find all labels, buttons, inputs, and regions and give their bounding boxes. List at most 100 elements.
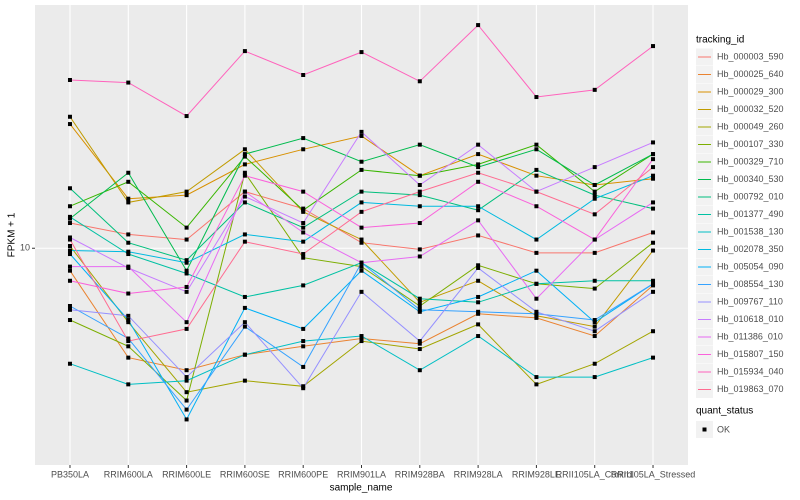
point [592,193,597,198]
x-tick-label: RRIM928LE [512,469,561,479]
point [67,114,72,119]
point [126,240,131,245]
point [534,142,539,147]
point [184,258,189,263]
point [242,147,247,152]
point [301,147,306,152]
point [359,159,364,164]
legend-label: Hb_010618_010 [717,314,784,324]
point [592,318,597,323]
point [476,294,481,299]
point [417,254,422,259]
point [592,196,597,201]
point [359,260,364,265]
legend-label: Hb_002078_350 [717,244,784,254]
legend-label: Hb_008554_130 [717,279,784,289]
point [242,173,247,178]
point [126,382,131,387]
legend-label: Hb_005054_090 [717,261,784,271]
legend-label: Hb_015934_040 [717,366,784,376]
point [126,344,131,349]
point [359,133,364,138]
point [651,240,656,245]
point [301,72,306,77]
point [359,237,364,242]
x-tick-label: RRII105LA_Control [556,469,634,479]
point [417,221,422,226]
point [534,95,539,100]
point [126,80,131,85]
point [592,212,597,217]
point [359,200,364,205]
point [359,225,364,230]
point [417,307,422,312]
point [242,305,247,310]
x-tick-label: RRIM901LA [337,469,386,479]
point [476,23,481,28]
point [417,193,422,198]
point [417,204,422,209]
point [301,225,306,230]
point [651,355,656,360]
point [592,334,597,339]
x-tick-label: RRIM600LE [162,469,211,479]
point [67,361,72,366]
point [301,386,306,391]
point [67,268,72,273]
point [359,336,364,341]
point [359,289,364,294]
point [67,248,72,253]
legend-label: Hb_011386_010 [717,331,783,341]
point [67,303,72,308]
shape-legend-label: OK [717,424,730,434]
legend-label: Hb_000025_640 [717,69,784,79]
point [651,289,656,294]
legend-label: Hb_000032_520 [717,104,784,114]
point [417,303,422,308]
point [417,296,422,301]
point [184,407,189,412]
legend-label: Hb_000029_300 [717,86,784,96]
point [126,339,131,344]
lines [67,23,656,422]
point [592,182,597,187]
point [534,147,539,152]
point [184,114,189,119]
point [534,167,539,172]
point [242,239,247,244]
point [242,170,247,175]
point [67,252,72,257]
point [67,278,72,283]
point [242,152,247,157]
legend-label: Hb_000107_330 [717,139,784,149]
point [592,329,597,334]
point [67,221,72,226]
point [126,355,131,360]
point [476,263,481,268]
point [534,237,539,242]
point [184,368,189,373]
legend-label: Hb_015807_150 [717,349,784,359]
point [184,390,189,395]
point [242,232,247,237]
point [359,339,364,344]
point [301,252,306,257]
point [534,311,539,316]
point [359,209,364,214]
point [534,268,539,273]
point [592,361,597,366]
point [301,344,306,349]
point [534,382,539,387]
point [476,179,481,184]
point [651,140,656,145]
point [534,189,539,194]
legend-label: Hb_000049_260 [717,121,784,131]
point [126,252,131,257]
point [359,167,364,172]
point [126,318,131,323]
point [67,264,72,269]
point [417,347,422,352]
x-axis-label: sample_name [330,483,393,494]
point [476,165,481,170]
